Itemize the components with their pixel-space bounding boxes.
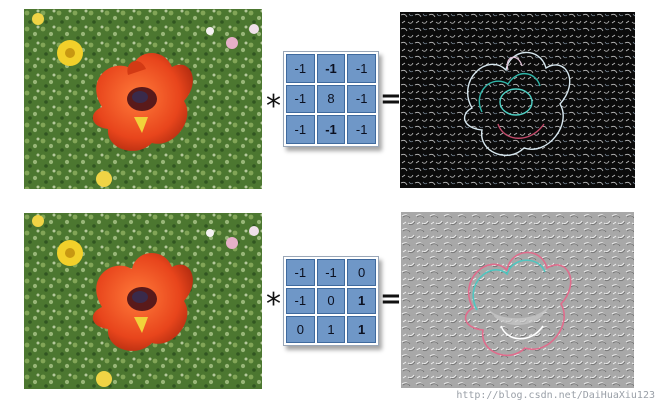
red-poppy-icon bbox=[92, 52, 193, 151]
kernel-matrix-1: -1 -1 -1 -1 8 -1 -1 -1 -1 bbox=[283, 51, 379, 147]
equals-sign: = bbox=[380, 84, 402, 114]
kernel-cell: -1 bbox=[347, 115, 376, 144]
yellow-daisy-icon bbox=[32, 13, 112, 187]
kernel-cell: 0 bbox=[316, 287, 346, 315]
convolution-operator: * bbox=[266, 89, 281, 124]
kernel-cell: -1 bbox=[286, 84, 315, 114]
kernel-matrix-2: -1 -1 0 -1 0 1 0 1 1 bbox=[283, 256, 379, 346]
kernel-cell: -1 bbox=[316, 259, 346, 286]
kernel-cell: -1 bbox=[286, 115, 315, 144]
edge-detected-output-image bbox=[400, 12, 635, 188]
equals-sign: = bbox=[380, 284, 402, 314]
kernel-cell: 0 bbox=[286, 316, 315, 343]
embossed-output-image bbox=[401, 212, 634, 388]
kernel-cell: 8 bbox=[316, 84, 346, 114]
kernel-cell: -1 bbox=[286, 287, 315, 315]
red-poppy-icon bbox=[92, 252, 193, 351]
kernel-cell: 1 bbox=[347, 287, 376, 315]
yellow-daisy-icon bbox=[32, 215, 112, 387]
kernel-cell: -1 bbox=[347, 84, 376, 114]
input-flower-photo-2 bbox=[24, 213, 262, 389]
kernel-cell: 0 bbox=[347, 259, 376, 286]
kernel-cell: 1 bbox=[347, 316, 376, 343]
kernel-cell: 1 bbox=[316, 316, 346, 343]
watermark-url: http://blog.csdn.net/DaiHuaXiu123 bbox=[456, 390, 655, 401]
kernel-cell: -1 bbox=[316, 115, 346, 144]
convolution-operator: * bbox=[266, 287, 281, 322]
kernel-cell: -1 bbox=[316, 54, 346, 83]
kernel-cell: -1 bbox=[286, 54, 315, 83]
kernel-cell: -1 bbox=[286, 259, 315, 286]
input-flower-photo-1 bbox=[24, 9, 262, 189]
kernel-cell: -1 bbox=[347, 54, 376, 83]
